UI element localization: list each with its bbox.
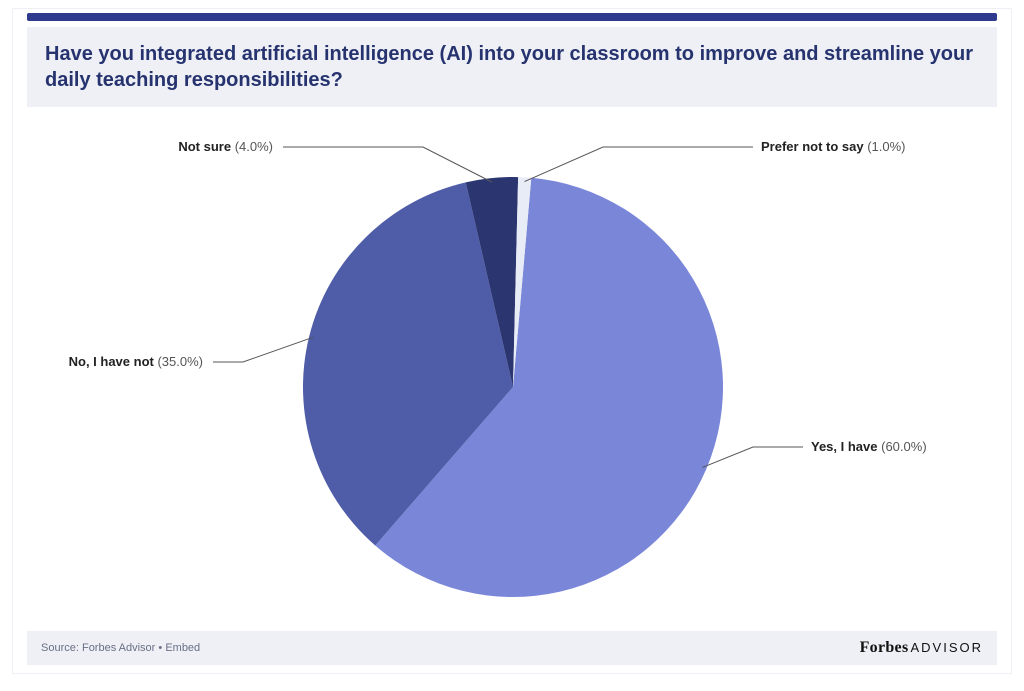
- leader-line-pnts: [524, 147, 753, 182]
- brand-mark: ForbesADVISOR: [860, 639, 983, 657]
- slice-label-percent: (4.0%): [235, 139, 273, 154]
- embed-link[interactable]: Embed: [165, 642, 200, 654]
- source-separator: •: [155, 642, 165, 654]
- brand-advisor: ADVISOR: [910, 640, 983, 655]
- slice-label-text: Yes, I have: [811, 439, 878, 454]
- slice-label-no: No, I have not (35.0%): [69, 354, 203, 369]
- slice-label-percent: (60.0%): [881, 439, 927, 454]
- slice-label-percent: (35.0%): [157, 354, 203, 369]
- source-link[interactable]: Forbes Advisor: [82, 642, 155, 654]
- survey-question: Have you integrated artificial intellige…: [27, 27, 997, 107]
- source-prefix: Source:: [41, 642, 82, 654]
- leader-line-unsure: [283, 147, 492, 182]
- leader-line-yes: [702, 447, 803, 467]
- slice-label-unsure: Not sure (4.0%): [178, 139, 273, 154]
- slice-label-pnts: Prefer not to say (1.0%): [761, 139, 906, 154]
- slice-label-percent: (1.0%): [867, 139, 905, 154]
- source-line: Source: Forbes Advisor • Embed: [41, 642, 200, 654]
- leader-line-no: [213, 337, 313, 362]
- slice-label-text: Not sure: [178, 139, 231, 154]
- slice-label-text: Prefer not to say: [761, 139, 864, 154]
- slice-label-text: No, I have not: [69, 354, 154, 369]
- header-accent-bar: [27, 13, 997, 21]
- brand-forbes: Forbes: [860, 639, 909, 656]
- slice-label-yes: Yes, I have (60.0%): [811, 439, 927, 454]
- chart-footer: Source: Forbes Advisor • Embed ForbesADV…: [27, 631, 997, 665]
- pie-chart-area: Yes, I have (60.0%) No, I have not (35.0%…: [13, 107, 1011, 627]
- chart-card: Have you integrated artificial intellige…: [12, 8, 1012, 674]
